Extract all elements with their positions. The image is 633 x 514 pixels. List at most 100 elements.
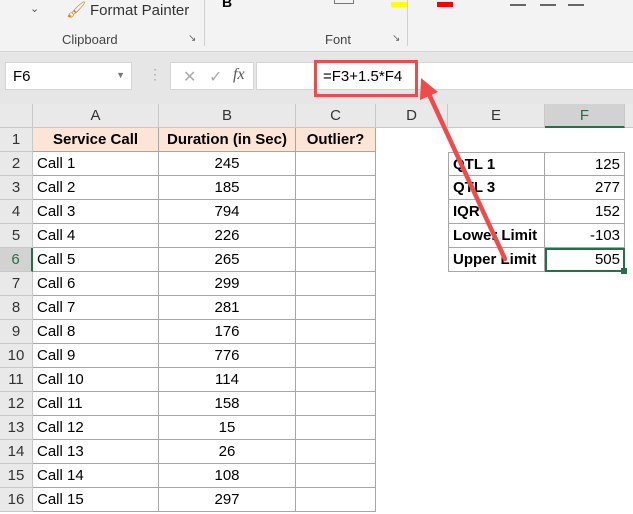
duration-cell[interactable]: 158	[159, 392, 296, 416]
row-header-1[interactable]: 1	[0, 128, 33, 152]
outlier-cell[interactable]	[296, 248, 376, 272]
outlier-cell[interactable]	[296, 200, 376, 224]
selected-cell-F6[interactable]: 505	[545, 248, 625, 272]
fill-handle[interactable]	[621, 268, 627, 274]
outlier-cell[interactable]	[296, 416, 376, 440]
row-header-11[interactable]: 11	[0, 368, 33, 392]
stat-value-cell[interactable]: -103	[545, 224, 625, 248]
outlier-cell[interactable]	[296, 440, 376, 464]
call-name-cell[interactable]: Call 6	[33, 272, 159, 296]
row-header-3[interactable]: 3	[0, 176, 33, 200]
dialog-launcher-icon[interactable]: ↘	[392, 33, 401, 44]
outlier-cell[interactable]	[296, 368, 376, 392]
header-outlier[interactable]: Outlier?	[296, 128, 376, 152]
outlier-cell[interactable]	[296, 344, 376, 368]
align-right-icon[interactable]	[568, 0, 584, 6]
duration-cell[interactable]: 245	[159, 152, 296, 176]
call-name-cell[interactable]: Call 14	[33, 464, 159, 488]
row-header-13[interactable]: 13	[0, 416, 33, 440]
duration-cell[interactable]: 176	[159, 320, 296, 344]
stat-label-cell[interactable]: Upper Limit	[448, 248, 545, 272]
name-box[interactable]: F6 ▼	[5, 62, 132, 90]
clipboard-group-label: Clipboard	[62, 32, 118, 47]
stat-value-cell[interactable]: 152	[545, 200, 625, 224]
call-name-cell[interactable]: Call 11	[33, 392, 159, 416]
outlier-cell[interactable]	[296, 464, 376, 488]
duration-cell[interactable]: 299	[159, 272, 296, 296]
stat-label-cell[interactable]: IQR	[448, 200, 545, 224]
row-header-6[interactable]: 6	[0, 248, 33, 272]
select-all-corner[interactable]	[0, 104, 33, 128]
align-center-icon[interactable]	[540, 0, 556, 6]
row-header-4[interactable]: 4	[0, 200, 33, 224]
header-service-call[interactable]: Service Call	[33, 128, 159, 152]
header-duration[interactable]: Duration (in Sec)	[159, 128, 296, 152]
call-name-cell[interactable]: Call 3	[33, 200, 159, 224]
outlier-cell[interactable]	[296, 392, 376, 416]
duration-cell[interactable]: 114	[159, 368, 296, 392]
outlier-cell[interactable]	[296, 152, 376, 176]
call-name-cell[interactable]: Call 4	[33, 224, 159, 248]
borders-icon[interactable]	[334, 0, 354, 4]
duration-cell[interactable]: 108	[159, 464, 296, 488]
duration-cell[interactable]: 281	[159, 296, 296, 320]
formula-bar: F6 ▼ ⋮ ✕ ✓ fx =F3+1.5*F4	[0, 52, 633, 104]
call-name-cell[interactable]: Call 2	[33, 176, 159, 200]
duration-cell[interactable]: 265	[159, 248, 296, 272]
call-name-cell[interactable]: Call 1	[33, 152, 159, 176]
duration-cell[interactable]: 776	[159, 344, 296, 368]
column-header-E[interactable]: E	[448, 104, 545, 128]
column-header-A[interactable]: A	[33, 104, 159, 128]
duration-cell[interactable]: 185	[159, 176, 296, 200]
call-name-cell[interactable]: Call 5	[33, 248, 159, 272]
row-header-14[interactable]: 14	[0, 440, 33, 464]
call-name-cell[interactable]: Call 10	[33, 368, 159, 392]
duration-cell[interactable]: 26	[159, 440, 296, 464]
duration-cell[interactable]: 15	[159, 416, 296, 440]
row-header-2[interactable]: 2	[0, 152, 33, 176]
align-left-icon[interactable]	[510, 0, 526, 6]
format-painter-button[interactable]: Format Painter	[90, 2, 190, 19]
drag-handle-icon[interactable]: ⋮	[148, 66, 162, 82]
call-name-cell[interactable]: Call 9	[33, 344, 159, 368]
fill-color-icon[interactable]	[391, 2, 407, 7]
row-header-5[interactable]: 5	[0, 224, 33, 248]
outlier-cell[interactable]	[296, 488, 376, 512]
bold-icon[interactable]: B	[222, 0, 233, 10]
duration-cell[interactable]: 226	[159, 224, 296, 248]
dialog-launcher-icon[interactable]: ↘	[188, 33, 197, 44]
row-header-7[interactable]: 7	[0, 272, 33, 296]
stat-value-cell[interactable]: 125	[545, 152, 625, 176]
call-name-cell[interactable]: Call 15	[33, 488, 159, 512]
enter-icon[interactable]: ✓	[209, 69, 223, 86]
duration-cell[interactable]: 297	[159, 488, 296, 512]
row-header-9[interactable]: 9	[0, 320, 33, 344]
dropdown-icon[interactable]: ▼	[116, 70, 125, 80]
column-header-D[interactable]: D	[376, 104, 448, 128]
outlier-cell[interactable]	[296, 272, 376, 296]
stat-value-cell[interactable]: 277	[545, 176, 625, 200]
font-color-icon[interactable]	[437, 2, 453, 7]
column-header-G[interactable]	[625, 104, 633, 128]
call-name-cell[interactable]: Call 8	[33, 320, 159, 344]
call-name-cell[interactable]: Call 13	[33, 440, 159, 464]
chevron-down-icon[interactable]: ⌄	[30, 3, 40, 15]
cancel-icon[interactable]: ✕	[183, 69, 197, 86]
call-name-cell[interactable]: Call 7	[33, 296, 159, 320]
call-name-cell[interactable]: Call 12	[33, 416, 159, 440]
outlier-cell[interactable]	[296, 320, 376, 344]
row-header-16[interactable]: 16	[0, 488, 33, 512]
row-header-8[interactable]: 8	[0, 296, 33, 320]
column-header-F[interactable]: F	[545, 104, 625, 128]
row-header-12[interactable]: 12	[0, 392, 33, 416]
outlier-cell[interactable]	[296, 224, 376, 248]
insert-function-icon[interactable]: fx	[233, 66, 245, 83]
duration-cell[interactable]: 794	[159, 200, 296, 224]
column-header-C[interactable]: C	[296, 104, 376, 128]
row-header-15[interactable]: 15	[0, 464, 33, 488]
column-header-B[interactable]: B	[159, 104, 296, 128]
outlier-cell[interactable]	[296, 176, 376, 200]
formula-input[interactable]: =F3+1.5*F4	[256, 62, 633, 90]
row-header-10[interactable]: 10	[0, 344, 33, 368]
outlier-cell[interactable]	[296, 296, 376, 320]
